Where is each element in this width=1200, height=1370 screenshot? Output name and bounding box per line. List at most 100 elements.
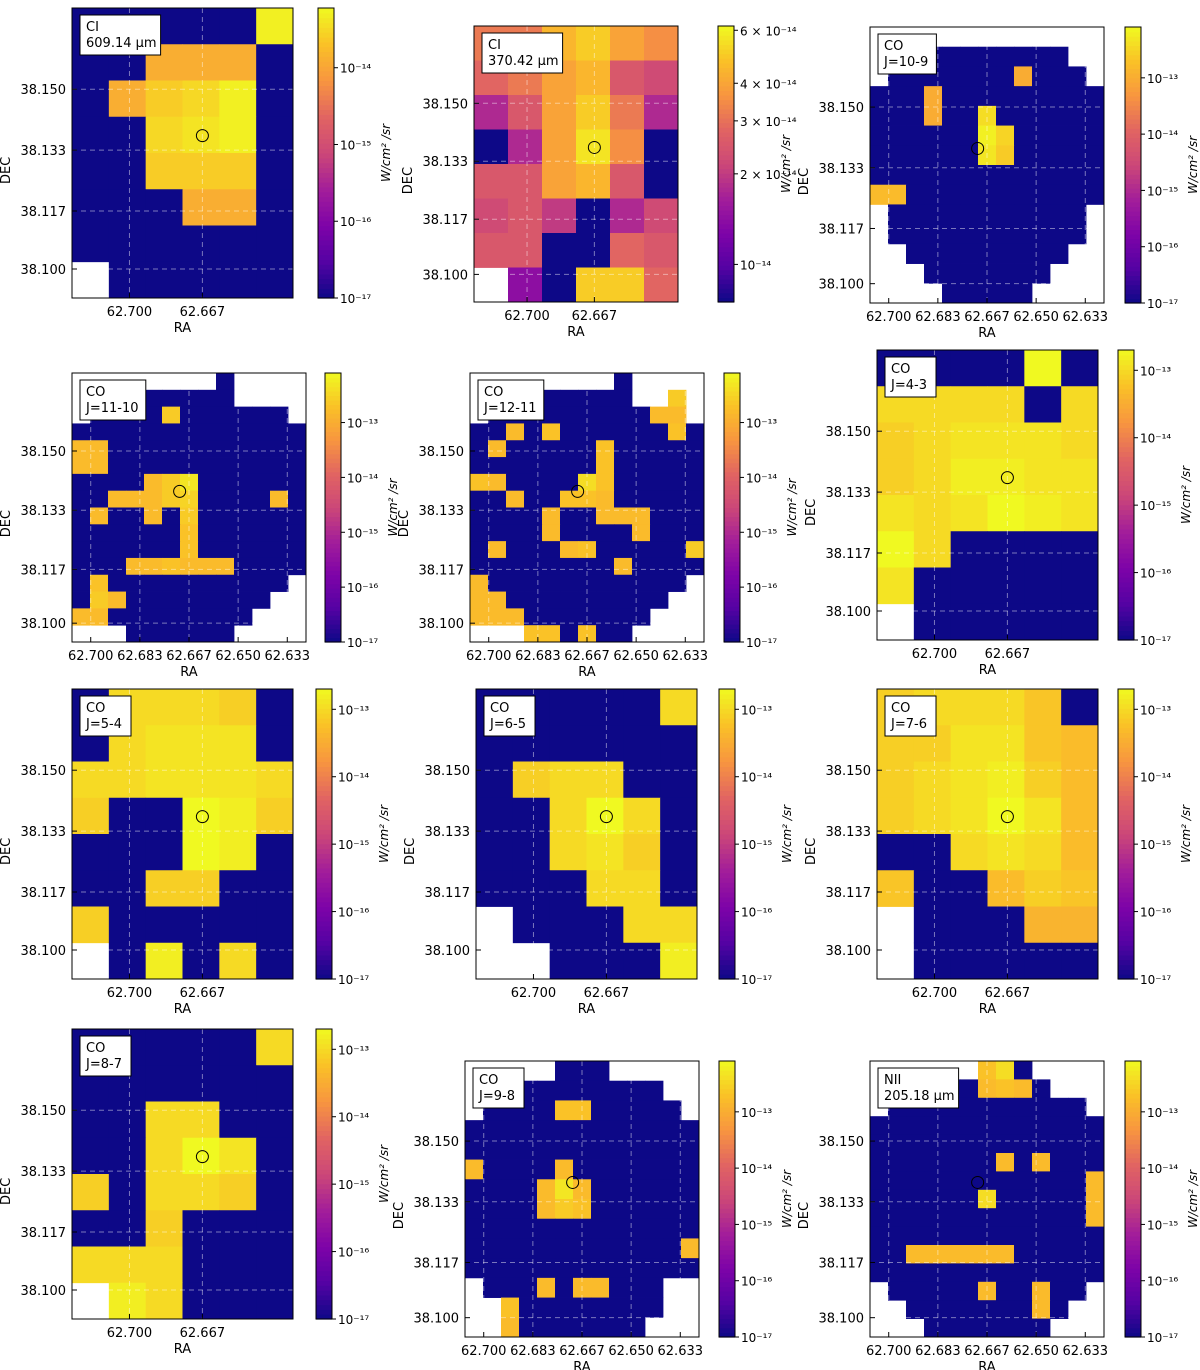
heatmap-cell (924, 1300, 943, 1319)
heatmap-cell (987, 422, 1025, 460)
heatmap-cell (578, 406, 597, 424)
heatmap-cell (216, 541, 235, 559)
x-tick-label: 62.667 (564, 649, 610, 664)
heatmap-cell (542, 591, 561, 609)
heatmap-cell (1050, 224, 1069, 245)
heatmap-cell (108, 1282, 147, 1320)
heatmap-cell (108, 225, 147, 263)
heatmap-cell (198, 524, 217, 542)
heatmap-cell (90, 574, 109, 592)
heatmap-cell (182, 1137, 220, 1175)
y-tick-label: 38.150 (21, 764, 67, 779)
heatmap-cell (488, 574, 507, 592)
heatmap-cell (542, 423, 561, 441)
source-marker (1000, 810, 1014, 824)
heatmap-cell (573, 1080, 592, 1101)
heatmap-cell (888, 105, 907, 126)
heatmap-cell (888, 1208, 907, 1227)
heatmap-cell (162, 524, 181, 542)
heatmap-cell (1024, 689, 1062, 726)
heatmap-cell (162, 507, 181, 525)
heatmap-cell (960, 1226, 979, 1246)
heatmap-cell (1032, 224, 1051, 245)
heatmap-cell (1050, 184, 1069, 205)
heatmap-cell (1032, 125, 1051, 146)
heatmap-cell (888, 224, 907, 245)
heatmap-cell (578, 625, 597, 643)
heatmap-cell (614, 541, 633, 559)
heatmap-cell (144, 557, 163, 576)
heatmap-cell (596, 490, 615, 508)
heatmap-cell (913, 797, 952, 835)
line-label: CI (86, 20, 99, 35)
x-tick-label: 62.683 (915, 310, 961, 325)
heatmap-cell (72, 473, 91, 492)
heatmap-cell (960, 1318, 979, 1338)
heatmap-cell (1086, 125, 1105, 146)
heatmap-cell (1050, 1245, 1069, 1264)
heatmap-cell (542, 440, 561, 458)
heatmap-cell (987, 797, 1025, 835)
heatmap-cell (888, 184, 907, 205)
heatmap-cell (198, 473, 217, 492)
heatmap-cell (924, 1208, 943, 1227)
heatmap-cell (256, 834, 294, 871)
heatmap-cell (960, 1153, 979, 1172)
y-tick-label: 38.150 (423, 97, 469, 112)
heatmap-cell (198, 389, 217, 408)
heatmap-cell (913, 870, 952, 907)
heatmap-cell (650, 457, 669, 475)
heatmap-cell (1061, 422, 1099, 460)
heatmap-cell (996, 1153, 1015, 1172)
heatmap-cell (650, 440, 669, 458)
heatmap-cell (614, 608, 633, 626)
heatmap-cell (560, 440, 579, 458)
heatmap-cell (1068, 165, 1087, 186)
colorbar-label: W/cm² /sr (1186, 135, 1200, 194)
heatmap-cell (198, 541, 217, 559)
heatmap-cell (1024, 531, 1062, 568)
heatmap-cell (578, 473, 597, 492)
heatmap-cell (978, 165, 997, 186)
heatmap-cell (614, 457, 633, 475)
heatmap-cell (560, 423, 579, 441)
heatmap-cell (960, 1281, 979, 1301)
heatmap-cell (234, 608, 253, 626)
heatmap-cell (978, 145, 997, 166)
heatmap-cell (996, 125, 1015, 146)
heatmap-cell (1014, 1208, 1033, 1227)
heatmap-cell (623, 689, 661, 726)
y-tick-label: 38.100 (425, 944, 471, 959)
heatmap-cell (470, 473, 489, 492)
heatmap-cell (524, 473, 543, 492)
heatmap-cell (996, 1281, 1015, 1301)
heatmap-cell (906, 204, 925, 225)
heatmap-cell (1032, 1116, 1051, 1135)
heatmap-cell (108, 440, 127, 458)
colorbar-label: W/cm² /sr (1186, 1169, 1200, 1228)
heatmap-cell (1032, 46, 1051, 67)
heatmap-cell (906, 1153, 925, 1172)
heatmap-cell (256, 8, 294, 45)
heatmap-cell (162, 457, 181, 475)
heatmap-cell (560, 541, 579, 559)
heatmap-cell (660, 725, 698, 762)
heatmap-cell (1068, 1263, 1087, 1283)
heatmap-cell (1061, 870, 1099, 907)
heatmap-cell (234, 473, 253, 492)
heatmap-cell (256, 1029, 294, 1066)
y-axis-label: DEC (804, 838, 819, 865)
heatmap-cell (913, 422, 952, 460)
x-tick-label: 62.667 (985, 647, 1031, 662)
heatmap-cell (877, 870, 915, 907)
heatmap-cell (960, 105, 979, 126)
heatmap-cell (586, 942, 624, 980)
heatmap-cell (632, 490, 651, 508)
heatmap-cell (906, 1134, 925, 1154)
heatmap-cell (1032, 66, 1051, 87)
heatmap-cell (524, 440, 543, 458)
colorbar-tick-label: 10⁻¹⁵ (338, 838, 369, 852)
heatmap-cell (537, 1139, 556, 1160)
colorbar-tick-label: 10⁻¹⁶ (347, 581, 378, 595)
